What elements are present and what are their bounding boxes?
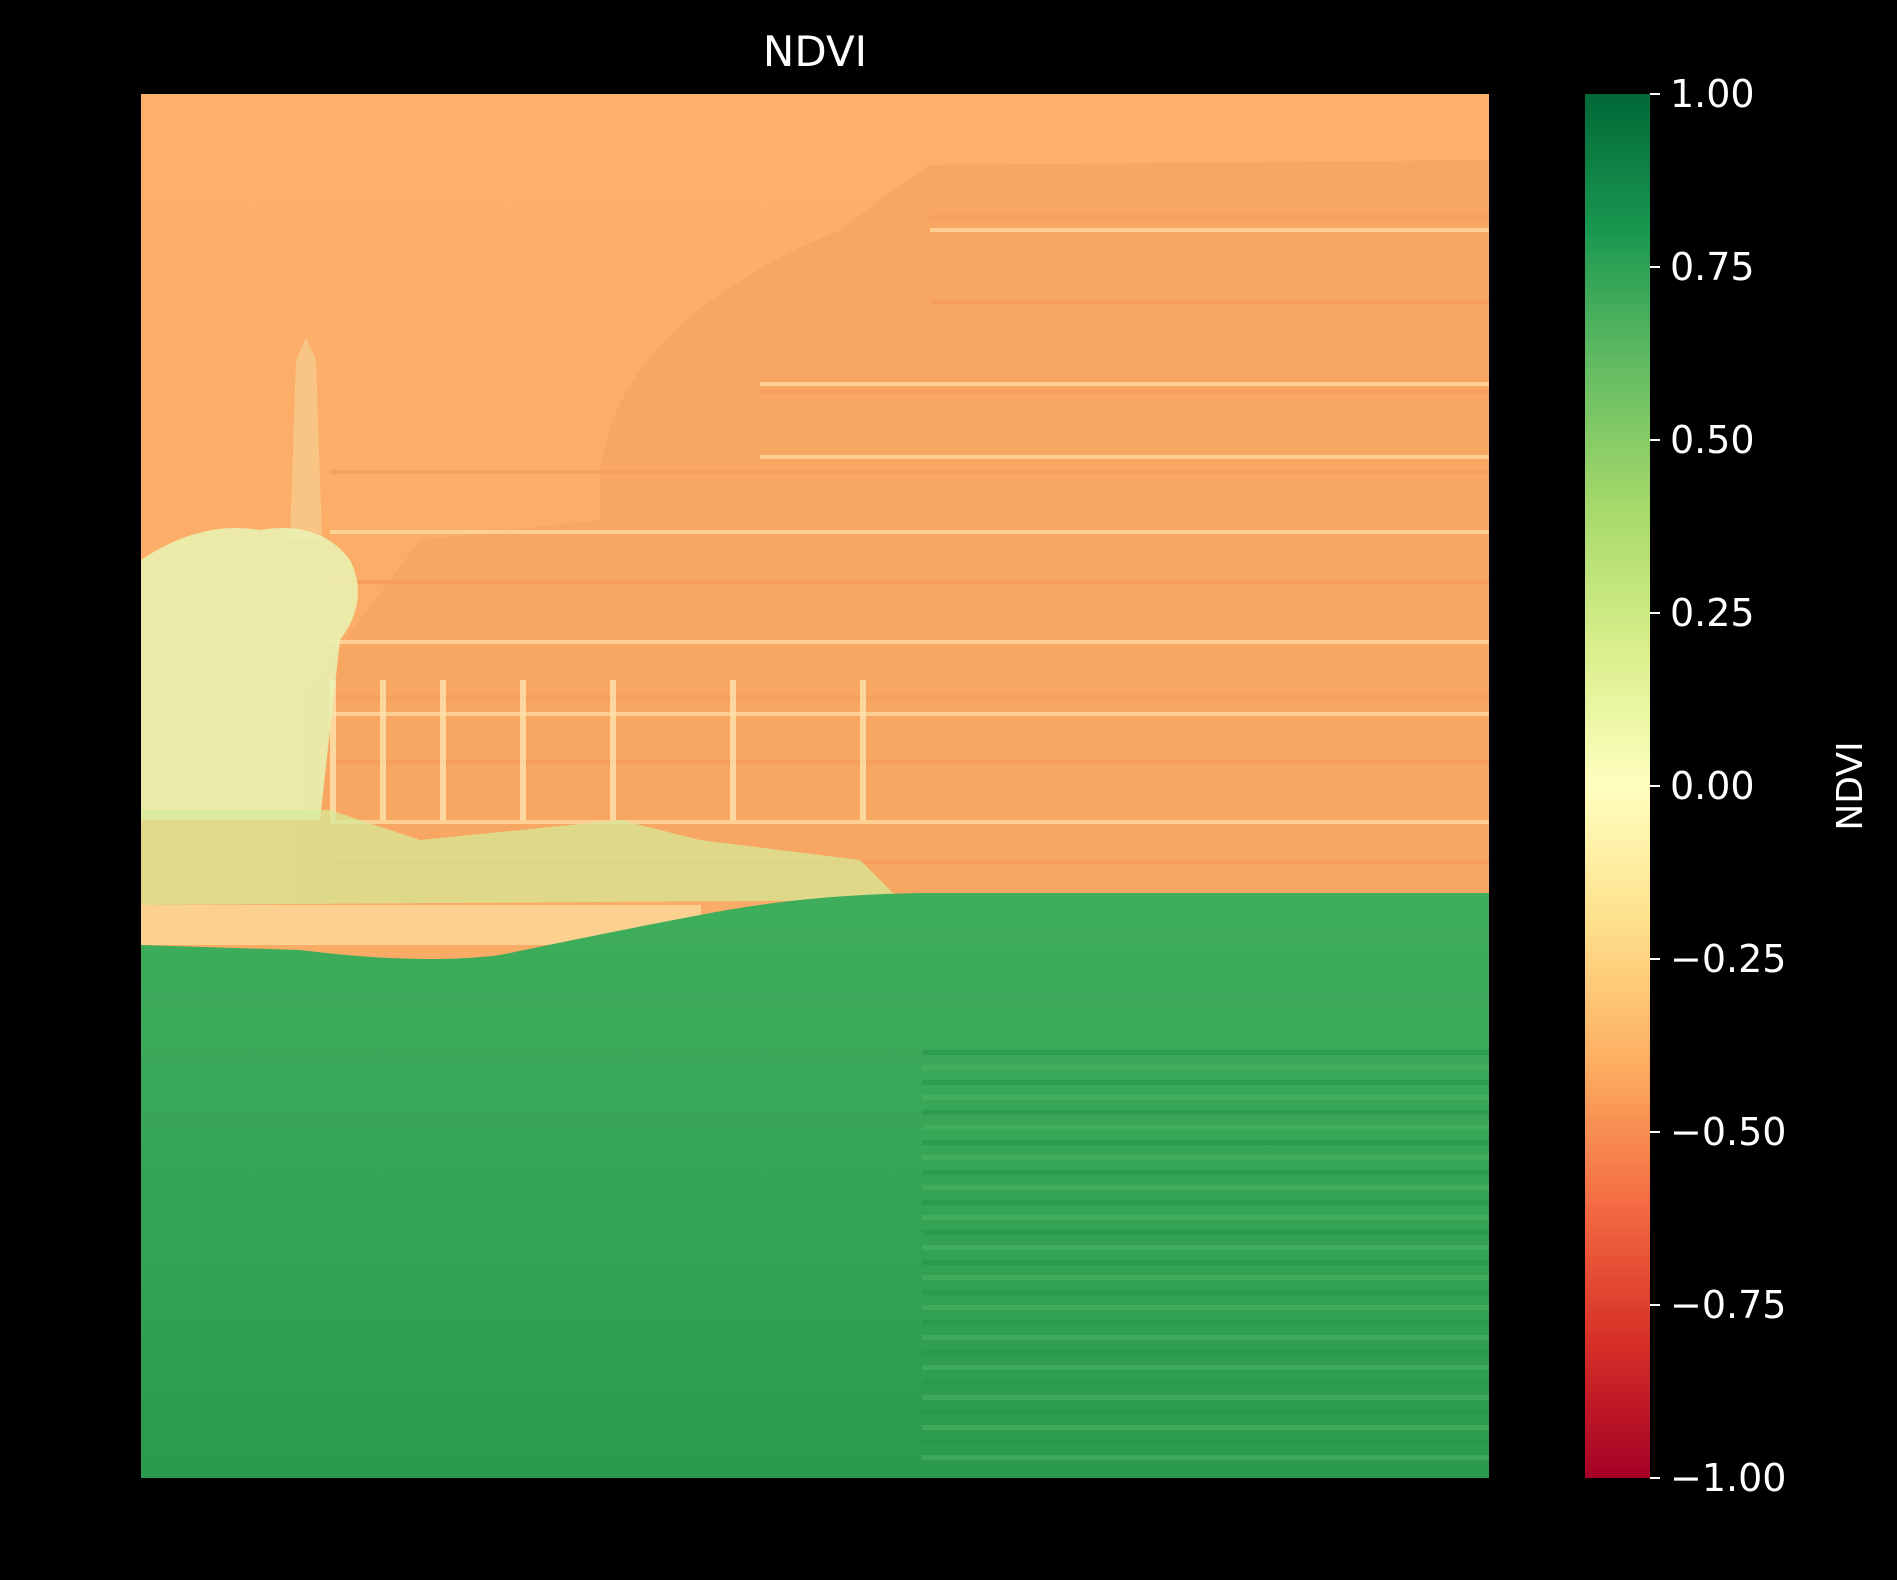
grass-band: [922, 1260, 1489, 1265]
colorbar-tick-label: 0.50: [1670, 418, 1755, 462]
grass-band: [922, 1320, 1489, 1325]
building-column: [330, 680, 336, 820]
building-band: [330, 820, 1489, 824]
building-band: [330, 580, 1489, 584]
building-stripes: [330, 215, 1489, 864]
building-band: [330, 470, 1489, 474]
building-band: [760, 382, 1489, 386]
building-column: [440, 680, 446, 820]
colorbar-tick-label: −0.25: [1670, 937, 1786, 981]
grass-band: [922, 1365, 1489, 1370]
building-column: [520, 680, 526, 820]
building-column: [380, 680, 386, 820]
grass-band: [922, 1275, 1489, 1280]
building-band: [760, 390, 1489, 394]
grass-band: [922, 1455, 1489, 1460]
grass-band: [922, 1410, 1489, 1415]
grass-band: [922, 1155, 1489, 1160]
colorbar-label: NDVI: [1830, 741, 1871, 830]
grass-band: [922, 1065, 1489, 1070]
building-band: [330, 640, 1489, 644]
grass-band: [922, 1245, 1489, 1250]
colorbar-ticks: 1.00 0.75 0.50 0.25 0.00 −0.25 −0.50 −0.75 −1.00: [1650, 72, 1786, 1500]
colorbar-tick-label: 0.75: [1670, 245, 1755, 289]
colorbar-tick-label: 1.00: [1670, 72, 1755, 116]
obelisk: [290, 338, 322, 540]
ndvi-heatmap: [141, 94, 1489, 1478]
grass-band: [922, 1380, 1489, 1385]
colorbar-gradient: [1585, 94, 1650, 1478]
building-band: [330, 530, 1489, 534]
grass-band: [922, 1125, 1489, 1130]
colorbar-tick-label: 0.00: [1670, 764, 1755, 808]
grass-band: [922, 1080, 1489, 1085]
grass-band: [922, 1050, 1489, 1055]
building-column: [730, 680, 736, 820]
grass-band: [922, 1110, 1489, 1115]
grass-band: [922, 1185, 1489, 1190]
colorbar: 1.00 0.75 0.50 0.25 0.00 −0.25 −0.50 −0.75 −1.00…: [1585, 72, 1871, 1500]
building-column: [860, 680, 866, 820]
grass-band: [922, 1095, 1489, 1100]
colorbar-tick-label: −0.75: [1670, 1283, 1786, 1327]
building-band: [330, 695, 1489, 699]
building-band: [930, 300, 1489, 304]
grass-band: [922, 1230, 1489, 1235]
colorbar-tick-label: −1.00: [1670, 1456, 1786, 1500]
grass-band: [922, 1335, 1489, 1340]
building-band: [330, 760, 1489, 764]
grass-band: [922, 1395, 1489, 1400]
grass-band: [922, 1140, 1489, 1145]
grass-band: [922, 1215, 1489, 1220]
building-band: [930, 215, 1489, 219]
grass-band: [922, 1200, 1489, 1205]
building-band: [760, 455, 1489, 459]
grass-band: [922, 1440, 1489, 1445]
chart-title: NDVI: [763, 27, 867, 76]
colorbar-tick-label: 0.25: [1670, 591, 1755, 635]
hedge-region: [141, 810, 900, 905]
building-column: [610, 680, 616, 820]
building-band: [330, 712, 1489, 716]
building-band: [930, 228, 1489, 232]
grass-band: [922, 1305, 1489, 1310]
grass-stripes: [922, 1050, 1489, 1460]
building-band: [330, 860, 1489, 864]
grass-band: [922, 1170, 1489, 1175]
colorbar-tick-label: −0.50: [1670, 1110, 1786, 1154]
grass-band: [922, 1350, 1489, 1355]
grass-band: [922, 1425, 1489, 1430]
grass-region: [141, 893, 1489, 1478]
tree-region: [141, 528, 358, 820]
grass-band: [922, 1290, 1489, 1295]
